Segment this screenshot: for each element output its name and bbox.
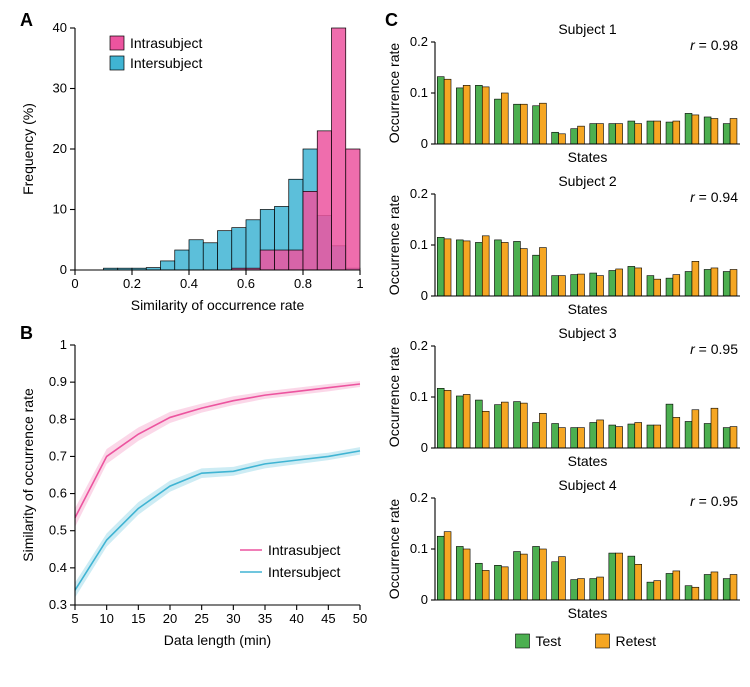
svg-text:0.1: 0.1 [410, 237, 428, 252]
svg-text:0.2: 0.2 [410, 34, 428, 49]
svg-text:20: 20 [53, 141, 67, 156]
svg-text:25: 25 [194, 611, 208, 626]
svg-text:0.2: 0.2 [410, 338, 428, 353]
svg-text:0.1: 0.1 [410, 389, 428, 404]
svg-text:0.3: 0.3 [49, 597, 67, 612]
panel-c-chart: Subject 1 r = 0.98 0 0.1 0.2 Occurrence rate S… [380, 10, 750, 687]
svg-text:r = 0.95: r = 0.95 [690, 493, 738, 509]
svg-text:30: 30 [53, 81, 67, 96]
svg-text:Data length (min): Data length (min) [164, 632, 271, 648]
svg-text:0.1: 0.1 [410, 85, 428, 100]
svg-text:35: 35 [258, 611, 272, 626]
svg-text:45: 45 [321, 611, 335, 626]
svg-text:Occurrence rate: Occurrence rate [386, 347, 402, 448]
svg-text:0: 0 [421, 288, 428, 303]
svg-text:0.8: 0.8 [294, 276, 312, 291]
svg-text:0.2: 0.2 [410, 490, 428, 505]
svg-text:0.4: 0.4 [49, 560, 67, 575]
svg-text:1: 1 [356, 276, 363, 291]
svg-text:Occurrence rate: Occurrence rate [386, 43, 402, 144]
svg-text:50: 50 [353, 611, 367, 626]
svg-text:0.7: 0.7 [49, 448, 67, 463]
svg-text:Subject 3: Subject 3 [558, 325, 617, 341]
svg-text:Frequency (%): Frequency (%) [20, 103, 36, 195]
svg-text:0.2: 0.2 [123, 276, 141, 291]
svg-text:States: States [568, 301, 608, 317]
svg-text:r = 0.94: r = 0.94 [690, 189, 738, 205]
svg-text:Similarity of occurrence rate: Similarity of occurrence rate [20, 388, 36, 562]
svg-text:Similarity of occurrence rate: Similarity of occurrence rate [131, 297, 305, 313]
svg-text:Occurrence rate: Occurrence rate [386, 195, 402, 296]
svg-text:40: 40 [289, 611, 303, 626]
svg-text:Intersubject: Intersubject [130, 55, 202, 71]
svg-text:States: States [568, 605, 608, 621]
svg-text:0.1: 0.1 [410, 541, 428, 556]
svg-text:10: 10 [53, 202, 67, 217]
figure-root: A B C 01020304000.20.40.60.81Similarity … [0, 0, 750, 687]
svg-text:40: 40 [53, 20, 67, 35]
svg-text:1: 1 [60, 337, 67, 352]
svg-text:States: States [568, 149, 608, 165]
svg-text:Intrasubject: Intrasubject [268, 542, 340, 558]
svg-text:r = 0.98: r = 0.98 [690, 37, 738, 53]
svg-text:0.6: 0.6 [49, 486, 67, 501]
svg-text:0.5: 0.5 [49, 523, 67, 538]
svg-text:Test: Test [536, 633, 562, 649]
svg-text:Subject 4: Subject 4 [558, 477, 617, 493]
svg-text:0.2: 0.2 [410, 186, 428, 201]
svg-text:0.8: 0.8 [49, 411, 67, 426]
svg-text:0.4: 0.4 [180, 276, 198, 291]
svg-text:30: 30 [226, 611, 240, 626]
svg-text:Retest: Retest [616, 633, 657, 649]
svg-text:0: 0 [421, 440, 428, 455]
svg-text:0.9: 0.9 [49, 374, 67, 389]
panel-b-chart: 0.30.40.50.60.70.80.91510152025303540455… [10, 320, 375, 665]
svg-text:0: 0 [71, 276, 78, 291]
svg-text:20: 20 [163, 611, 177, 626]
panel-a-chart: 0 10 20 30 40 0 0.2 0.4 0.6 0.8 1 Similarity of occ… [10, 10, 375, 320]
svg-text:r = 0.95: r = 0.95 [690, 341, 738, 357]
svg-text:0: 0 [421, 136, 428, 151]
svg-text:States: States [568, 453, 608, 469]
svg-text:Intersubject: Intersubject [268, 564, 340, 580]
svg-text:0: 0 [60, 262, 67, 277]
svg-text:Occurrence rate: Occurrence rate [386, 499, 402, 600]
svg-text:Subject 1: Subject 1 [558, 21, 617, 37]
svg-text:Subject 2: Subject 2 [558, 173, 617, 189]
svg-text:Intrasubject: Intrasubject [130, 35, 202, 51]
svg-text:0: 0 [421, 592, 428, 607]
svg-text:15: 15 [131, 611, 145, 626]
svg-text:0.6: 0.6 [237, 276, 255, 291]
svg-text:10: 10 [99, 611, 113, 626]
svg-text:5: 5 [71, 611, 78, 626]
